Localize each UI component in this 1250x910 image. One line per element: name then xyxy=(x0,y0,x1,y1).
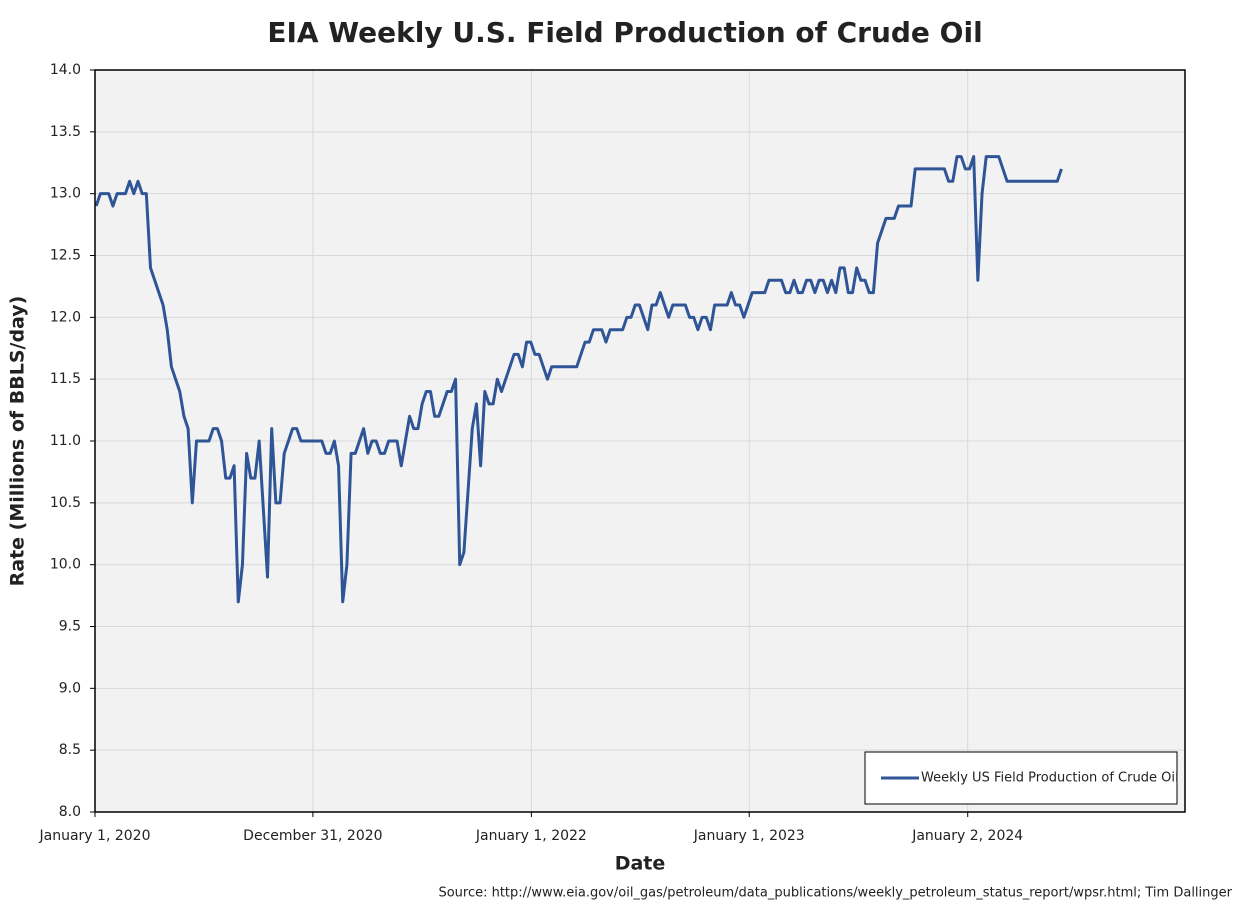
y-axis-label: Rate (Millions of BBLS/day) xyxy=(7,296,29,587)
y-tick-label: 14.0 xyxy=(50,62,81,78)
y-tick-label: 9.5 xyxy=(59,619,81,635)
plot-border xyxy=(94,69,1186,813)
y-tick-label: 11.0 xyxy=(50,433,81,449)
y-tick-label: 12.5 xyxy=(50,248,81,264)
grid xyxy=(90,69,1185,817)
y-tick-label: 8.5 xyxy=(59,742,81,758)
y-tick-label: 12.0 xyxy=(50,309,81,325)
data-line xyxy=(94,155,1063,604)
x-tick-label: December 31, 2020 xyxy=(243,828,382,844)
legend-label: Weekly US Field Production of Crude Oil xyxy=(921,771,1179,786)
legend: Weekly US Field Production of Crude Oil xyxy=(864,751,1179,805)
x-tick-label: January 1, 2023 xyxy=(693,828,805,844)
y-tick-label: 13.5 xyxy=(50,124,81,140)
y-tick-label: 8.0 xyxy=(59,804,81,820)
y-tick-label: 10.0 xyxy=(50,557,81,573)
x-tick-label: January 2, 2024 xyxy=(911,828,1023,844)
y-tick-label: 13.0 xyxy=(50,186,81,202)
series-layer xyxy=(94,155,1063,604)
x-axis-label: Date xyxy=(615,853,666,875)
x-tick-label: January 1, 2022 xyxy=(475,828,587,844)
source-note: Source: http://www.eia.gov/oil_gas/petro… xyxy=(438,886,1232,901)
x-tick-label: January 1, 2020 xyxy=(39,828,151,844)
y-tick-label: 9.0 xyxy=(59,680,81,696)
y-tick-label: 11.5 xyxy=(50,371,81,387)
chart-title: EIA Weekly U.S. Field Production of Crud… xyxy=(267,16,982,49)
y-tick-label: 10.5 xyxy=(50,495,81,511)
